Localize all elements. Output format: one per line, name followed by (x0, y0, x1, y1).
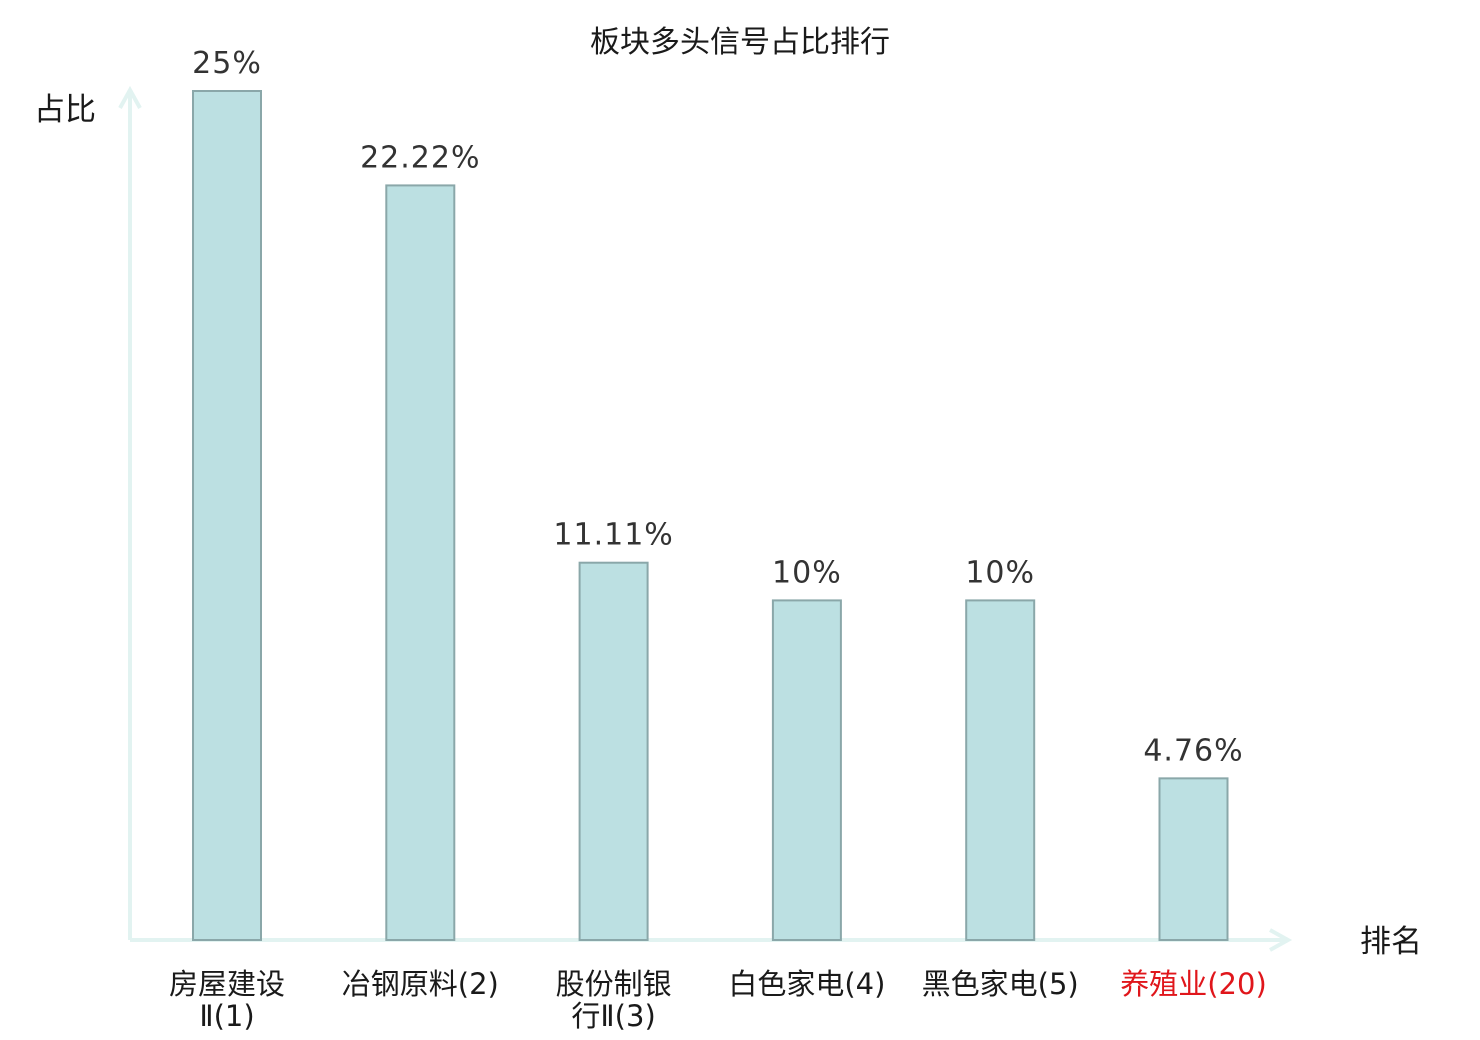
data-label: 11.11% (553, 518, 673, 553)
bar (965, 599, 1036, 942)
y-axis-arrow (118, 85, 142, 109)
bar (578, 561, 649, 941)
x-tick-label: 冶钢原料(2) (342, 967, 499, 1001)
x-tick-label: 房屋建设 (169, 967, 285, 1001)
bar (385, 184, 456, 941)
x-tick-label: 股份制银 (556, 967, 672, 1001)
x-tick-label: 白色家电(4) (728, 967, 885, 1001)
axes (118, 85, 1293, 952)
data-label: 22.22% (360, 140, 480, 175)
data-label: 10% (772, 555, 842, 590)
data-label: 10% (965, 555, 1035, 590)
data-label: 4.76% (1143, 733, 1243, 768)
x-tick-label: 养殖业(20) (1120, 967, 1267, 1001)
chart-title: 板块多头信号占比排行 (590, 25, 890, 60)
bar (1158, 777, 1229, 941)
x-axis-arrow (1269, 928, 1293, 952)
x-tick-label: 黑色家电(5) (922, 967, 1079, 1001)
x-tick-label: 行Ⅱ(3) (571, 999, 655, 1033)
data-label: 25% (192, 46, 262, 81)
bars (192, 90, 1229, 942)
bar (192, 90, 262, 941)
bar (771, 599, 842, 942)
x-tick-label: Ⅱ(1) (199, 999, 254, 1033)
y-axis-label: 占比 (34, 92, 96, 128)
value-labels: 25% 22.22% 11.11% 10% 10% 4.76% (192, 46, 1243, 768)
x-axis-label: 排名 (1360, 924, 1422, 960)
